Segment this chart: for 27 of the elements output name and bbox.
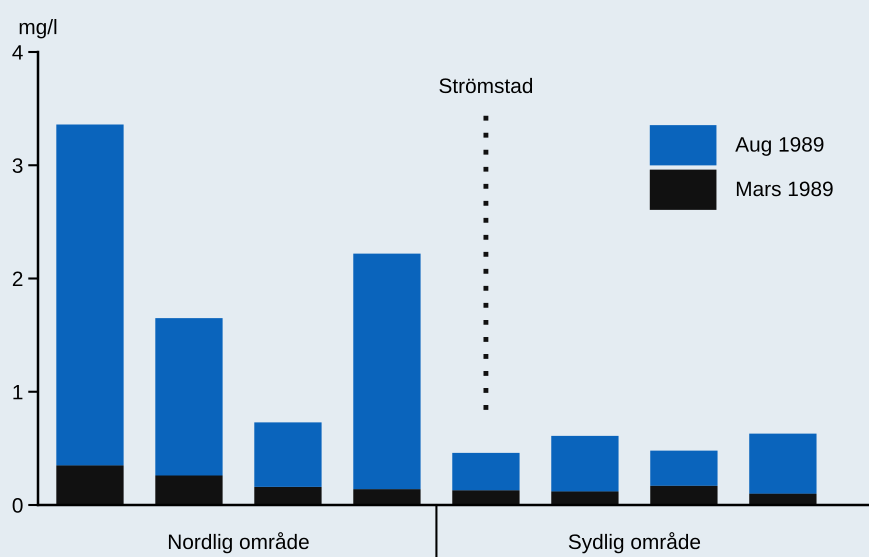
text: Sydlig område [568,532,700,554]
bar [551,436,619,492]
text: Nordlig område [168,532,309,554]
y-tick-label: 4 [12,45,23,60]
bar [749,494,817,505]
y-tick-label: 2 [12,272,22,286]
bar [353,489,421,505]
bar [551,491,619,505]
annotation: Strömstad [439,78,532,94]
bar [650,450,718,486]
y-tick-label: 0 [12,498,23,513]
legend-label: Mars 1989 [736,182,833,196]
bar [452,490,520,505]
bar [650,486,718,505]
bar [749,434,817,494]
bar [254,486,322,505]
bar [155,476,223,505]
bar [56,124,124,466]
bar [155,318,223,476]
y-tick-label: 3 [12,158,22,174]
bar [452,452,520,490]
y-tick-label: 1 [13,384,22,400]
bar [56,465,124,505]
bar [353,254,421,490]
y-axis-title: mg/l [20,18,56,38]
bar [254,422,322,487]
legend-label: Aug 1989 [735,137,824,156]
